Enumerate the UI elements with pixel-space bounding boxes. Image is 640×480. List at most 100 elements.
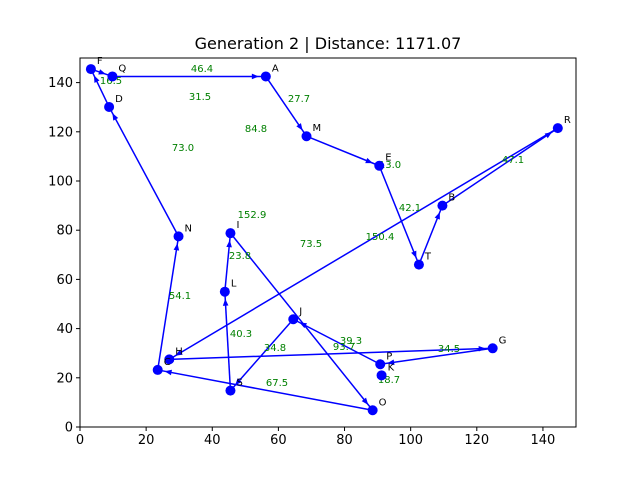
route-edge-P-J: [292, 318, 381, 365]
route-edge-R-H: [168, 127, 559, 360]
route-edge-J-S: [229, 318, 294, 392]
route-edge-N-D: [108, 106, 180, 237]
city-point-P: [375, 359, 386, 370]
city-point-T: [413, 259, 424, 270]
city-point-N: [173, 231, 184, 242]
y-tick-label: 120: [48, 125, 73, 140]
edge-distance-label: 13.0: [379, 160, 401, 171]
city-label-L: L: [231, 279, 237, 290]
city-label-G: G: [499, 335, 507, 346]
edge-distance-label: 31.5: [189, 92, 211, 103]
x-tick-label: 100: [398, 433, 423, 448]
route-edge-C-N: [156, 236, 180, 371]
edge-distance-label: 34.5: [438, 344, 460, 355]
edge-distance-label: 18.7: [378, 375, 400, 386]
edge-distance-label: 54.1: [169, 291, 191, 302]
city-point-O: [367, 405, 378, 416]
city-point-J: [288, 314, 299, 325]
edge-labels: 46.4 27.7 84.8 73.0 152.9 23.8 40.3 34.8 54.1 73.…: [100, 64, 524, 389]
y-tick-label: 100: [48, 175, 73, 190]
city-label-I: I: [236, 220, 239, 231]
city-point-K: [376, 370, 387, 381]
city-label-M: M: [313, 123, 322, 134]
route-arrow-D-F: [93, 75, 100, 83]
city-label-N: N: [185, 223, 192, 234]
route-edges: [90, 68, 559, 412]
edge-distance-label: 67.5: [266, 378, 288, 389]
route-arrow-R-H: [175, 349, 183, 356]
city-point-C: [152, 364, 163, 375]
route-arrow-C-N: [173, 243, 180, 251]
route-arrow-N-D: [112, 113, 119, 121]
route-edge-S-L: [224, 291, 232, 391]
city-point-D: [104, 101, 115, 112]
city-point-I: [225, 228, 236, 239]
edge-distance-label: 93.7: [333, 342, 355, 353]
edge-distance-label: 40.3: [230, 329, 252, 340]
edge-distance-label: 152.9: [238, 210, 267, 221]
x-tick-label: 140: [531, 433, 556, 448]
city-label-F: F: [97, 56, 103, 67]
city-point-G: [487, 343, 498, 354]
chart-title: Generation 2 | Distance: 1171.07: [195, 34, 462, 53]
city-label-O: O: [379, 397, 387, 408]
route-edge-O-C: [157, 369, 373, 412]
city-point-E: [374, 160, 385, 171]
y-tick-label: 0: [65, 421, 73, 436]
city-label-R: R: [564, 115, 571, 126]
y-tick-label: 20: [56, 371, 73, 386]
y-tick-label: 40: [56, 322, 73, 337]
edge-distance-label: 27.7: [288, 94, 310, 105]
x-tick-label: 60: [270, 433, 287, 448]
city-label-A: A: [272, 63, 279, 74]
route-arrow-G-P: [387, 359, 395, 366]
y-tick-label: 80: [56, 224, 73, 239]
route-edge-G-P: [380, 347, 493, 366]
city-label-S: S: [236, 378, 242, 389]
edge-distance-label: 150.4: [366, 232, 395, 243]
x-tick-label: 40: [204, 433, 221, 448]
edge-distance-label: 73.5: [300, 239, 322, 250]
y-tick-label: 60: [56, 273, 73, 288]
route-arrow-J-S: [235, 378, 242, 386]
x-tick-label: 120: [464, 433, 489, 448]
y-tick-label: 140: [48, 76, 73, 91]
city-point-H: [164, 354, 175, 365]
y-axis: 0 20 40 60 80 100 120 140: [48, 76, 80, 436]
city-point-Q: [107, 71, 118, 82]
edge-distance-label: 34.8: [264, 343, 286, 354]
route-arrow-E-T: [411, 250, 417, 259]
city-label-E: E: [385, 153, 391, 164]
city-label-H: H: [175, 346, 183, 357]
route-arrow-M-E: [365, 157, 373, 164]
route-arrow-Q-A: [251, 73, 259, 80]
city-label-K: K: [388, 362, 395, 373]
x-tick-label: 0: [76, 433, 84, 448]
city-point-R: [552, 123, 563, 134]
edge-distance-label: 39.3: [340, 336, 362, 347]
edge-distance-label: 16.5: [100, 76, 122, 87]
route-arrow-L-I: [226, 240, 232, 248]
x-tick-label: 80: [336, 433, 353, 448]
x-tick-label: 20: [138, 433, 155, 448]
route-arrow-S-L: [222, 298, 229, 306]
edge-distance-label: 73.0: [172, 143, 194, 154]
edge-distance-label: 47.1: [502, 155, 524, 166]
city-point-M: [301, 131, 312, 142]
route-arrow-F-Q: [98, 69, 106, 75]
city-point-F: [85, 64, 96, 75]
city-points: [85, 64, 563, 416]
route-edge-E-T: [378, 165, 420, 265]
route-edge-H-G: [169, 347, 493, 361]
route-arrow-A-M: [296, 123, 303, 131]
route-arrow-I-O: [361, 397, 369, 405]
route-arrow-B-R: [544, 132, 553, 139]
city-label-P: P: [386, 351, 392, 362]
route-arrow-T-B: [434, 212, 440, 220]
edge-distance-label: 42.1: [399, 203, 421, 214]
city-point-A: [260, 71, 271, 82]
edge-distance-label: 84.8: [245, 124, 267, 135]
route-arrow-O-C: [164, 369, 172, 376]
